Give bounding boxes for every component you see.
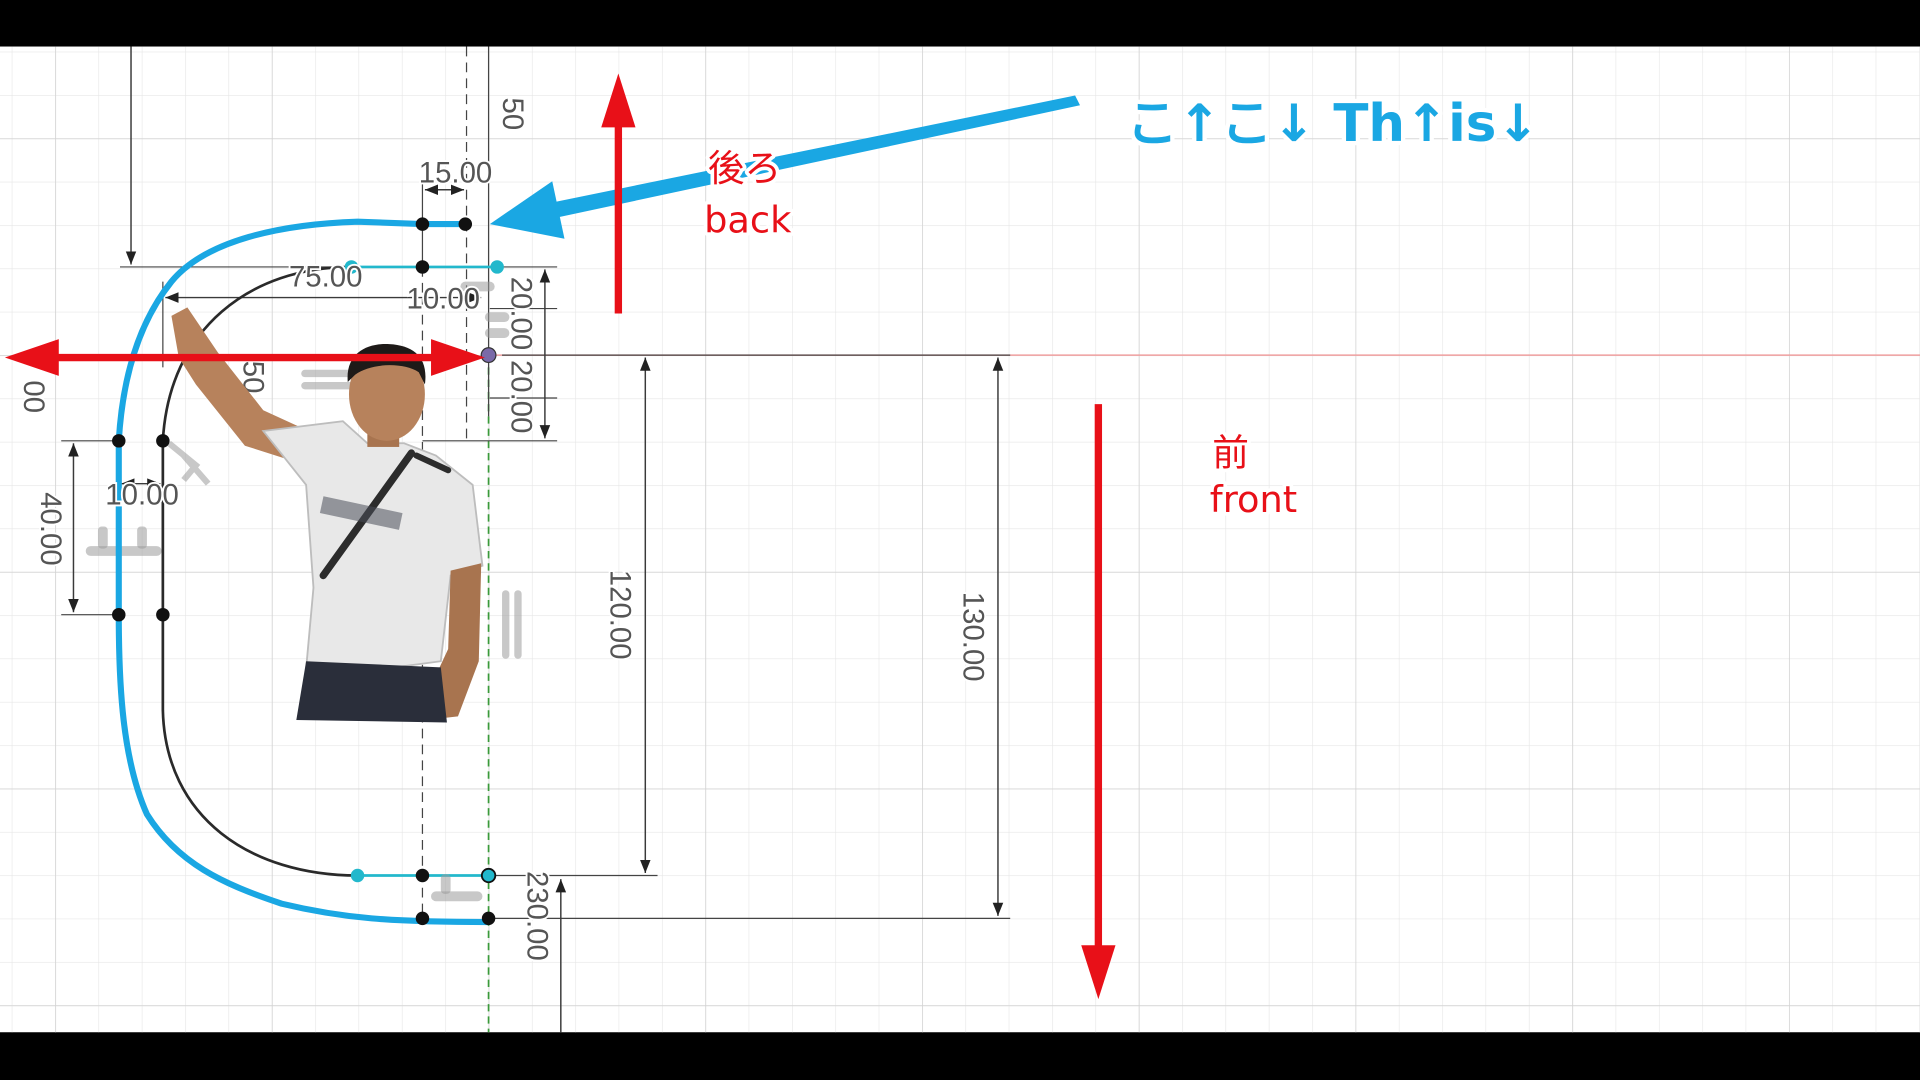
front-label-jp: 前 xyxy=(1212,431,1249,474)
person-cutout xyxy=(171,307,484,723)
dimension-label[interactable]: 20.00 xyxy=(503,275,540,352)
arrow-icon xyxy=(4,339,485,376)
dimension-label[interactable]: 00 xyxy=(15,379,52,415)
constraint-icon[interactable] xyxy=(502,590,522,659)
arrow-icon xyxy=(489,95,1080,239)
sketch-point-icon[interactable] xyxy=(112,217,504,926)
dimension-label[interactable]: 15.00 xyxy=(417,155,494,192)
grid-major xyxy=(0,46,1920,1033)
back-label-en: back xyxy=(704,199,792,242)
dimension-label[interactable]: 130.00 xyxy=(954,590,991,684)
arrow-icon xyxy=(1081,404,1116,1000)
dimension-label[interactable]: 10.00 xyxy=(405,281,482,318)
letterbox-top xyxy=(0,0,1920,47)
dimension-lines[interactable] xyxy=(68,46,1004,1033)
constraint-icon[interactable] xyxy=(301,369,356,390)
dimension-label[interactable]: 50 xyxy=(234,359,271,395)
letterbox-bottom xyxy=(0,1032,1920,1080)
dimension-label[interactable]: 10.00 xyxy=(103,477,180,514)
arrow-icon xyxy=(601,73,636,314)
constraint-icon[interactable] xyxy=(431,874,483,902)
sketch-profile-curve[interactable] xyxy=(161,265,358,877)
dimension-label[interactable]: 20.00 xyxy=(503,358,540,435)
dimension-label[interactable]: 75.00 xyxy=(287,259,364,296)
extension-lines xyxy=(61,183,1011,919)
dimension-label[interactable]: 50 xyxy=(494,96,531,132)
annotation-caption: こ↑こ↓ Th↑is↓ xyxy=(1127,94,1540,154)
back-label-jp: 後ろ xyxy=(708,147,781,190)
origin-icon[interactable] xyxy=(480,347,497,364)
constraint-icon[interactable] xyxy=(167,440,211,486)
dimension-label[interactable]: 40.00 xyxy=(32,490,69,567)
dimension-label[interactable]: 230.00 xyxy=(518,869,555,963)
front-label-en: front xyxy=(1210,478,1297,521)
dimension-label[interactable]: 120.00 xyxy=(602,568,639,662)
constraint-icon[interactable] xyxy=(85,526,162,556)
constraint-icon[interactable] xyxy=(460,281,510,338)
annotation-curve xyxy=(115,218,492,926)
